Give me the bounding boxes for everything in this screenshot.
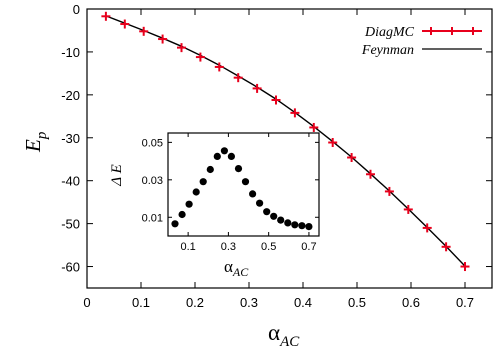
inset-tick-labels: 0.1 0.3 0.5 0.7 0.01 0.03 0.05 [142, 137, 317, 253]
inset-point [206, 165, 214, 174]
diagmc-point [309, 122, 319, 132]
inset-y-tick-label: 0.01 [142, 212, 163, 224]
main-y-tick-label: -30 [61, 131, 80, 146]
diagmc-point [271, 95, 281, 105]
diagmc-point [422, 223, 432, 233]
diagmc-point [158, 34, 168, 44]
inset-point [220, 147, 228, 155]
main-plot-frame [86, 8, 493, 289]
legend-label-diagmc: DiagMC [364, 25, 415, 40]
diagmc-point [101, 11, 111, 21]
main-y-tick-label: -50 [61, 217, 80, 232]
diagmc-point [328, 137, 338, 147]
main-x-tick-label: 0.6 [402, 295, 420, 310]
inset-point [249, 190, 257, 198]
main-tick-labels: 0 0.1 0.2 0.3 0.4 0.5 0.6 0.7 0 -10 -20 -30 -40 -50 -6… [61, 2, 474, 310]
diagmc-point [460, 262, 470, 272]
inset-point [298, 222, 306, 230]
diagmc-point [120, 19, 130, 29]
diagmc-point [195, 52, 205, 62]
main-y-axis-sub: p [34, 131, 50, 140]
inset-point [171, 220, 179, 228]
diagmc-point [233, 73, 243, 83]
inset-y-tick-label: 0.03 [142, 175, 163, 187]
diagmc-point [252, 83, 262, 93]
inset-point [263, 208, 271, 216]
main-x-tick-label: 0 [83, 295, 90, 310]
inset-x-axis-var: α [224, 257, 233, 276]
inset-y-tick-label: 0.05 [142, 137, 163, 149]
diagmc-point [214, 62, 224, 72]
inset-point [277, 216, 285, 224]
inset-point [256, 199, 264, 207]
inset-point [270, 212, 278, 220]
main-x-tick-label: 0.2 [186, 295, 204, 310]
inset-x-tick-label: 0.1 [180, 241, 195, 253]
legend-label-feynman: Feynman [361, 43, 414, 58]
main-y-axis-var: E [21, 139, 45, 153]
main-x-tick-label: 0.4 [294, 295, 312, 310]
inset-point [305, 223, 313, 231]
main-y-axis-title: Ep [21, 131, 50, 153]
main-axis-ticks [86, 8, 492, 288]
diagmc-series [101, 11, 470, 272]
inset-y-axis-title: Δ E [109, 164, 125, 186]
inset-point [291, 221, 299, 229]
inset-series [171, 147, 313, 231]
inset-x-axis-sub: AC [232, 265, 249, 279]
inset-x-tick-label: 0.3 [221, 241, 236, 253]
main-x-tick-label: 0.3 [240, 295, 258, 310]
inset-point [213, 152, 221, 160]
diagmc-point [441, 242, 451, 252]
main-x-axis-sub: AC [279, 334, 300, 350]
diagmc-point [403, 204, 413, 214]
inset-point [234, 165, 243, 173]
main-y-tick-label: -10 [61, 45, 80, 60]
diagmc-point [384, 186, 394, 196]
inset-x-axis-title: αAC [224, 257, 249, 279]
inset-point [284, 219, 292, 227]
main-x-tick-label: 0.5 [348, 295, 366, 310]
inset-point [199, 178, 207, 186]
inset-x-tick-label: 0.5 [261, 241, 276, 253]
main-x-tick-label: 0.7 [456, 295, 474, 310]
inset-chart: 0.1 0.3 0.5 0.7 0.01 0.03 0.05 Δ E αAC [109, 132, 320, 279]
main-y-tick-label: 0 [73, 2, 80, 17]
inset-point [227, 152, 235, 160]
inset-axis-ticks [168, 133, 319, 236]
inset-x-tick-label: 0.7 [301, 241, 316, 253]
main-y-tick-label: -40 [61, 174, 80, 189]
inset-point [241, 178, 250, 186]
main-y-tick-label: -60 [61, 260, 80, 275]
diagmc-point [177, 43, 186, 53]
inset-point [192, 188, 200, 196]
main-y-tick-label: -20 [61, 88, 80, 103]
diagmc-point [347, 153, 357, 163]
main-x-tick-label: 0.1 [132, 295, 150, 310]
main-x-axis-title: αAC [268, 320, 300, 350]
inset-point [185, 200, 193, 208]
diagmc-point [139, 26, 149, 36]
inset-point [178, 210, 186, 219]
legend: DiagMC Feynman [361, 25, 482, 58]
diagmc-point [366, 169, 375, 179]
main-x-axis-var: α [268, 320, 280, 345]
diagmc-point [290, 108, 300, 118]
